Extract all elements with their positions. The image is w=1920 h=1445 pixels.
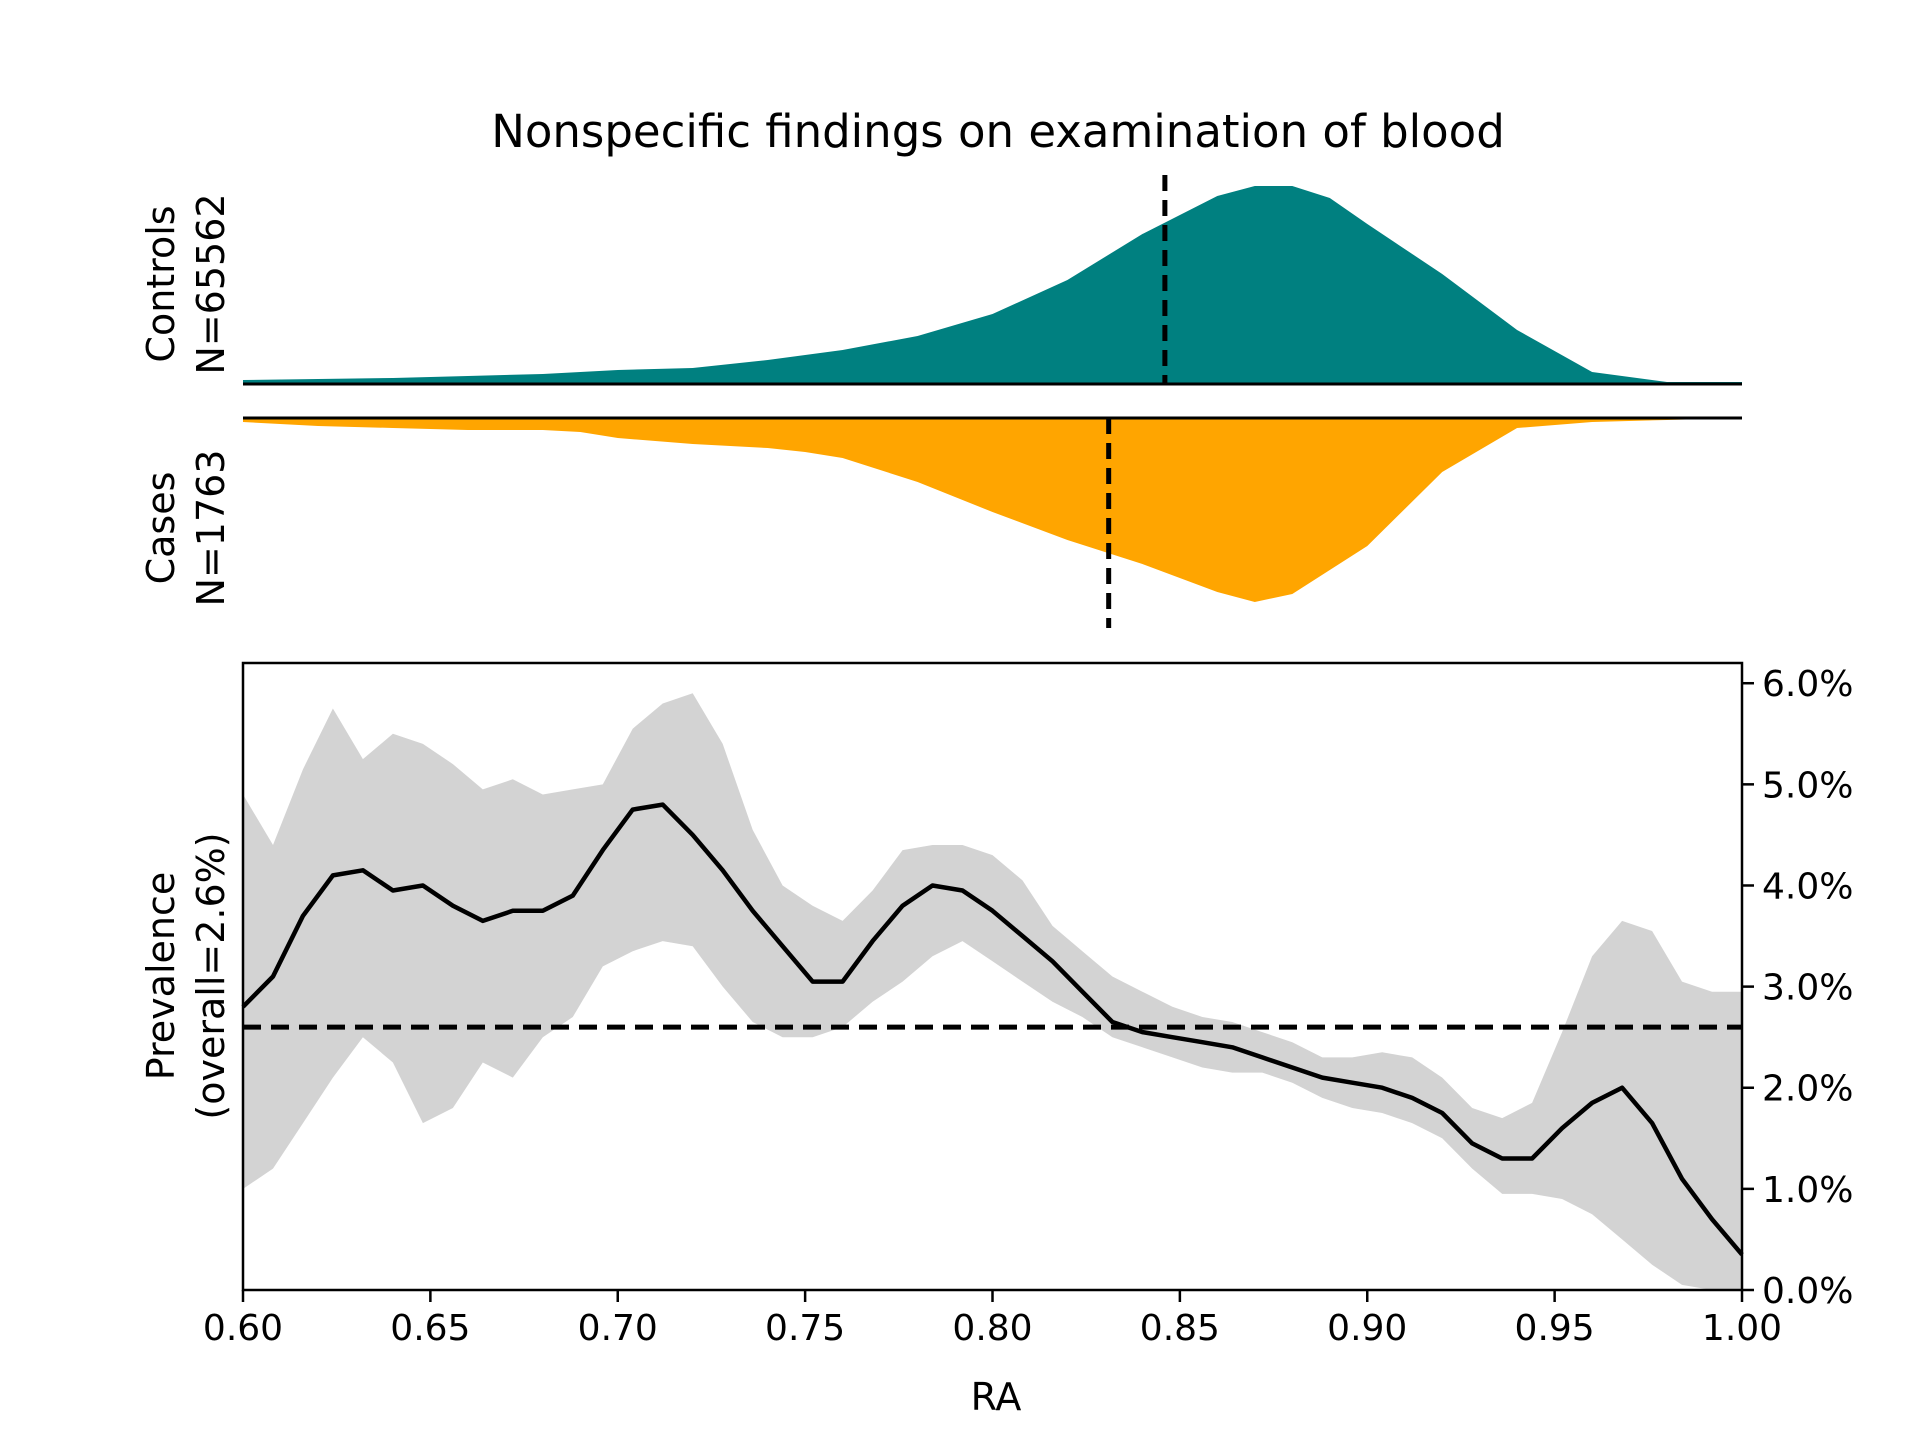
x-tick-label: 0.70 xyxy=(578,1308,658,1349)
x-tick-label: 0.80 xyxy=(952,1308,1032,1349)
y-tick-label: 5.0% xyxy=(1762,765,1853,806)
prevalence-line xyxy=(241,802,1744,1257)
controls-label-line: N=65562 xyxy=(189,193,233,374)
y-tick-label: 6.0% xyxy=(1762,664,1853,705)
x-tick-label: 0.60 xyxy=(203,1308,283,1349)
cases-label-line: Cases xyxy=(139,472,183,585)
cases-density-area xyxy=(243,418,1742,602)
x-tick-label: 1.00 xyxy=(1702,1308,1782,1349)
confidence-band xyxy=(243,693,1742,1290)
distribution-panel: Controls N=65562 Cases N=1763 xyxy=(139,175,1742,628)
y-axis-label: Prevalence (overall=2.6%) xyxy=(139,832,233,1119)
x-axis-label: RA xyxy=(971,1375,1022,1419)
controls-density-area xyxy=(243,186,1742,384)
cases-label: Cases N=1763 xyxy=(139,450,233,607)
y-tick-label: 1.0% xyxy=(1762,1170,1853,1211)
x-tick-label: 0.90 xyxy=(1327,1308,1407,1349)
controls-label: Controls N=65562 xyxy=(139,193,233,374)
x-tick-label: 0.85 xyxy=(1140,1308,1220,1349)
controls-label-line: Controls xyxy=(139,205,183,362)
x-tick-label: 0.75 xyxy=(765,1308,845,1349)
y-tick-label: 2.0% xyxy=(1762,1069,1853,1110)
cases-label-line: N=1763 xyxy=(189,450,233,607)
y-tick-label: 4.0% xyxy=(1762,866,1853,907)
y-axis-label-line: (overall=2.6%) xyxy=(189,832,233,1119)
y-tick-label: 3.0% xyxy=(1762,968,1853,1009)
chart-title: Nonspecific findings on examination of b… xyxy=(491,105,1505,158)
y-axis-label-line: Prevalence xyxy=(139,872,183,1080)
y-tick-label: 0.0% xyxy=(1762,1271,1853,1312)
x-tick-label: 0.95 xyxy=(1515,1308,1595,1349)
prevalence-panel: 0.60 0.65 0.70 0.75 0.80 0.85 0.90 0.95 1.000.0%… xyxy=(139,661,1853,1349)
x-tick-label: 0.65 xyxy=(390,1308,470,1349)
